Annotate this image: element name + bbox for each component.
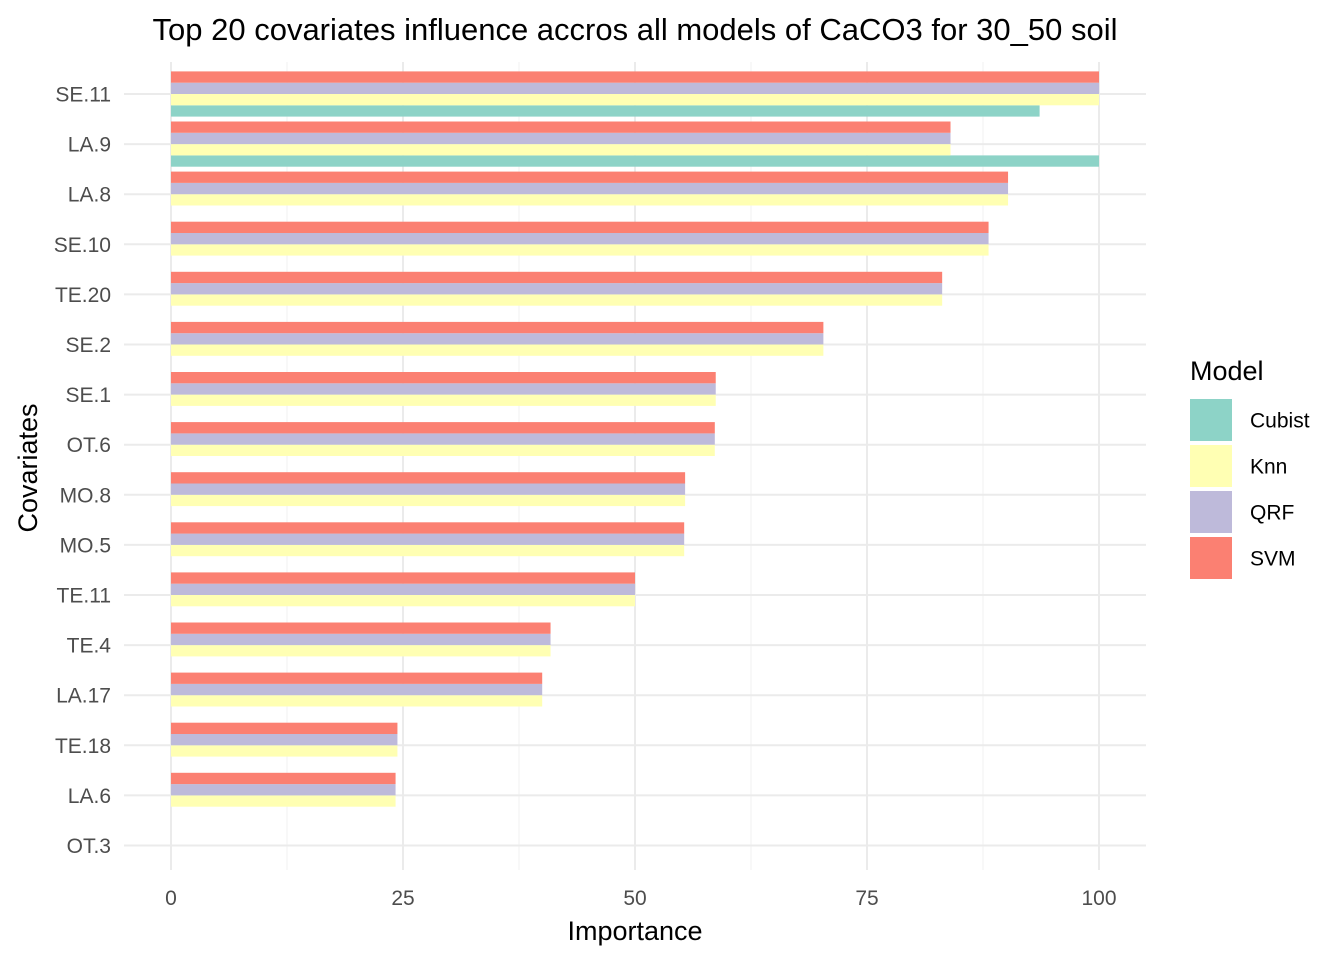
- x-tick-label: 50: [623, 887, 646, 910]
- legend-label-qrf: QRF: [1250, 502, 1294, 525]
- bar-qrf: [171, 233, 989, 244]
- y-tick-label: SE.11: [55, 84, 111, 107]
- bar-knn: [171, 495, 685, 506]
- y-tick-label: SE.1: [65, 384, 111, 407]
- y-tick-label: TE.20: [55, 284, 111, 307]
- bar-qrf: [171, 484, 685, 495]
- x-tick-label: 0: [165, 887, 177, 910]
- bar-svm: [171, 122, 951, 133]
- bar-knn: [171, 745, 397, 756]
- x-axis-ticks: 0 25 50 75 100: [165, 887, 1116, 910]
- legend-key-svm: [1190, 537, 1232, 579]
- legend-items: Cubist Knn QRF SVM: [1190, 399, 1310, 579]
- bar-svm: [171, 723, 397, 734]
- bar-knn: [171, 244, 989, 255]
- bar-knn: [171, 645, 551, 656]
- legend-key-knn: [1190, 445, 1232, 487]
- bar-qrf: [171, 433, 715, 444]
- bar-knn: [171, 94, 1099, 105]
- bar-svm: [171, 773, 396, 784]
- bar-qrf: [171, 584, 635, 595]
- bar-svm: [171, 572, 635, 583]
- legend: Model Cubist Knn QRF SVM: [1190, 356, 1310, 579]
- bar-qrf: [171, 133, 951, 144]
- y-tick-label: TE.11: [57, 585, 111, 608]
- bar-knn: [171, 795, 396, 806]
- bar-knn: [171, 595, 635, 606]
- legend-key-qrf: [1190, 491, 1232, 533]
- bar-cubist: [171, 105, 1040, 116]
- bar-knn: [171, 695, 542, 706]
- x-tick-label: 100: [1081, 887, 1116, 910]
- y-tick-label: TE.18: [55, 735, 111, 758]
- bar-qrf: [171, 83, 1099, 94]
- bar-svm: [171, 222, 989, 233]
- y-tick-label: LA.17: [56, 685, 111, 708]
- bar-knn: [171, 144, 951, 155]
- legend-title: Model: [1190, 356, 1264, 386]
- legend-label-knn: Knn: [1250, 456, 1287, 479]
- y-tick-label: SE.2: [65, 334, 111, 357]
- legend-key-cubist: [1190, 399, 1232, 441]
- bar-svm: [171, 172, 1008, 183]
- y-tick-label: LA.8: [68, 184, 111, 207]
- bar-qrf: [171, 534, 684, 545]
- legend-label-cubist: Cubist: [1250, 410, 1310, 433]
- bar-qrf: [171, 734, 397, 745]
- bar-knn: [171, 545, 684, 556]
- bar-knn: [171, 294, 942, 305]
- bar-qrf: [171, 784, 396, 795]
- bar-qrf: [171, 634, 551, 645]
- x-tick-label: 75: [855, 887, 878, 910]
- bar-svm: [171, 272, 942, 283]
- bar-svm: [171, 472, 685, 483]
- bar-svm: [171, 522, 684, 533]
- bar-qrf: [171, 684, 542, 695]
- bar-knn: [171, 194, 1008, 205]
- bar-svm: [171, 322, 823, 333]
- bar-qrf: [171, 283, 942, 294]
- bar-svm: [171, 623, 551, 634]
- y-tick-label: OT.3: [67, 835, 111, 858]
- y-tick-label: SE.10: [54, 234, 111, 257]
- y-tick-label: MO.8: [60, 484, 111, 507]
- chart-title: Top 20 covariates influence accros all m…: [153, 12, 1118, 47]
- y-tick-label: TE.4: [67, 635, 112, 658]
- y-tick-label: OT.6: [67, 434, 111, 457]
- bar-knn: [171, 445, 715, 456]
- x-tick-label: 25: [391, 887, 414, 910]
- bar-qrf: [171, 183, 1008, 194]
- y-tick-label: LA.9: [68, 134, 111, 157]
- bar-knn: [171, 395, 716, 406]
- bar-cubist: [171, 155, 1099, 166]
- y-axis-ticks: SE.11 LA.9 LA.8 SE.10 TE.20 SE.2 SE.1 OT.6 MO.8 M…: [54, 84, 112, 859]
- x-axis-title: Importance: [567, 916, 702, 946]
- legend-label-svm: SVM: [1250, 548, 1296, 571]
- y-tick-label: LA.6: [68, 785, 111, 808]
- bar-svm: [171, 673, 542, 684]
- bar-qrf: [171, 383, 716, 394]
- bar-knn: [171, 345, 823, 356]
- y-axis-title: Covariates: [13, 403, 43, 532]
- bar-svm: [171, 372, 716, 383]
- y-tick-label: MO.5: [60, 534, 111, 557]
- bar-svm: [171, 422, 715, 433]
- bar-qrf: [171, 333, 823, 344]
- bar-svm: [171, 71, 1099, 82]
